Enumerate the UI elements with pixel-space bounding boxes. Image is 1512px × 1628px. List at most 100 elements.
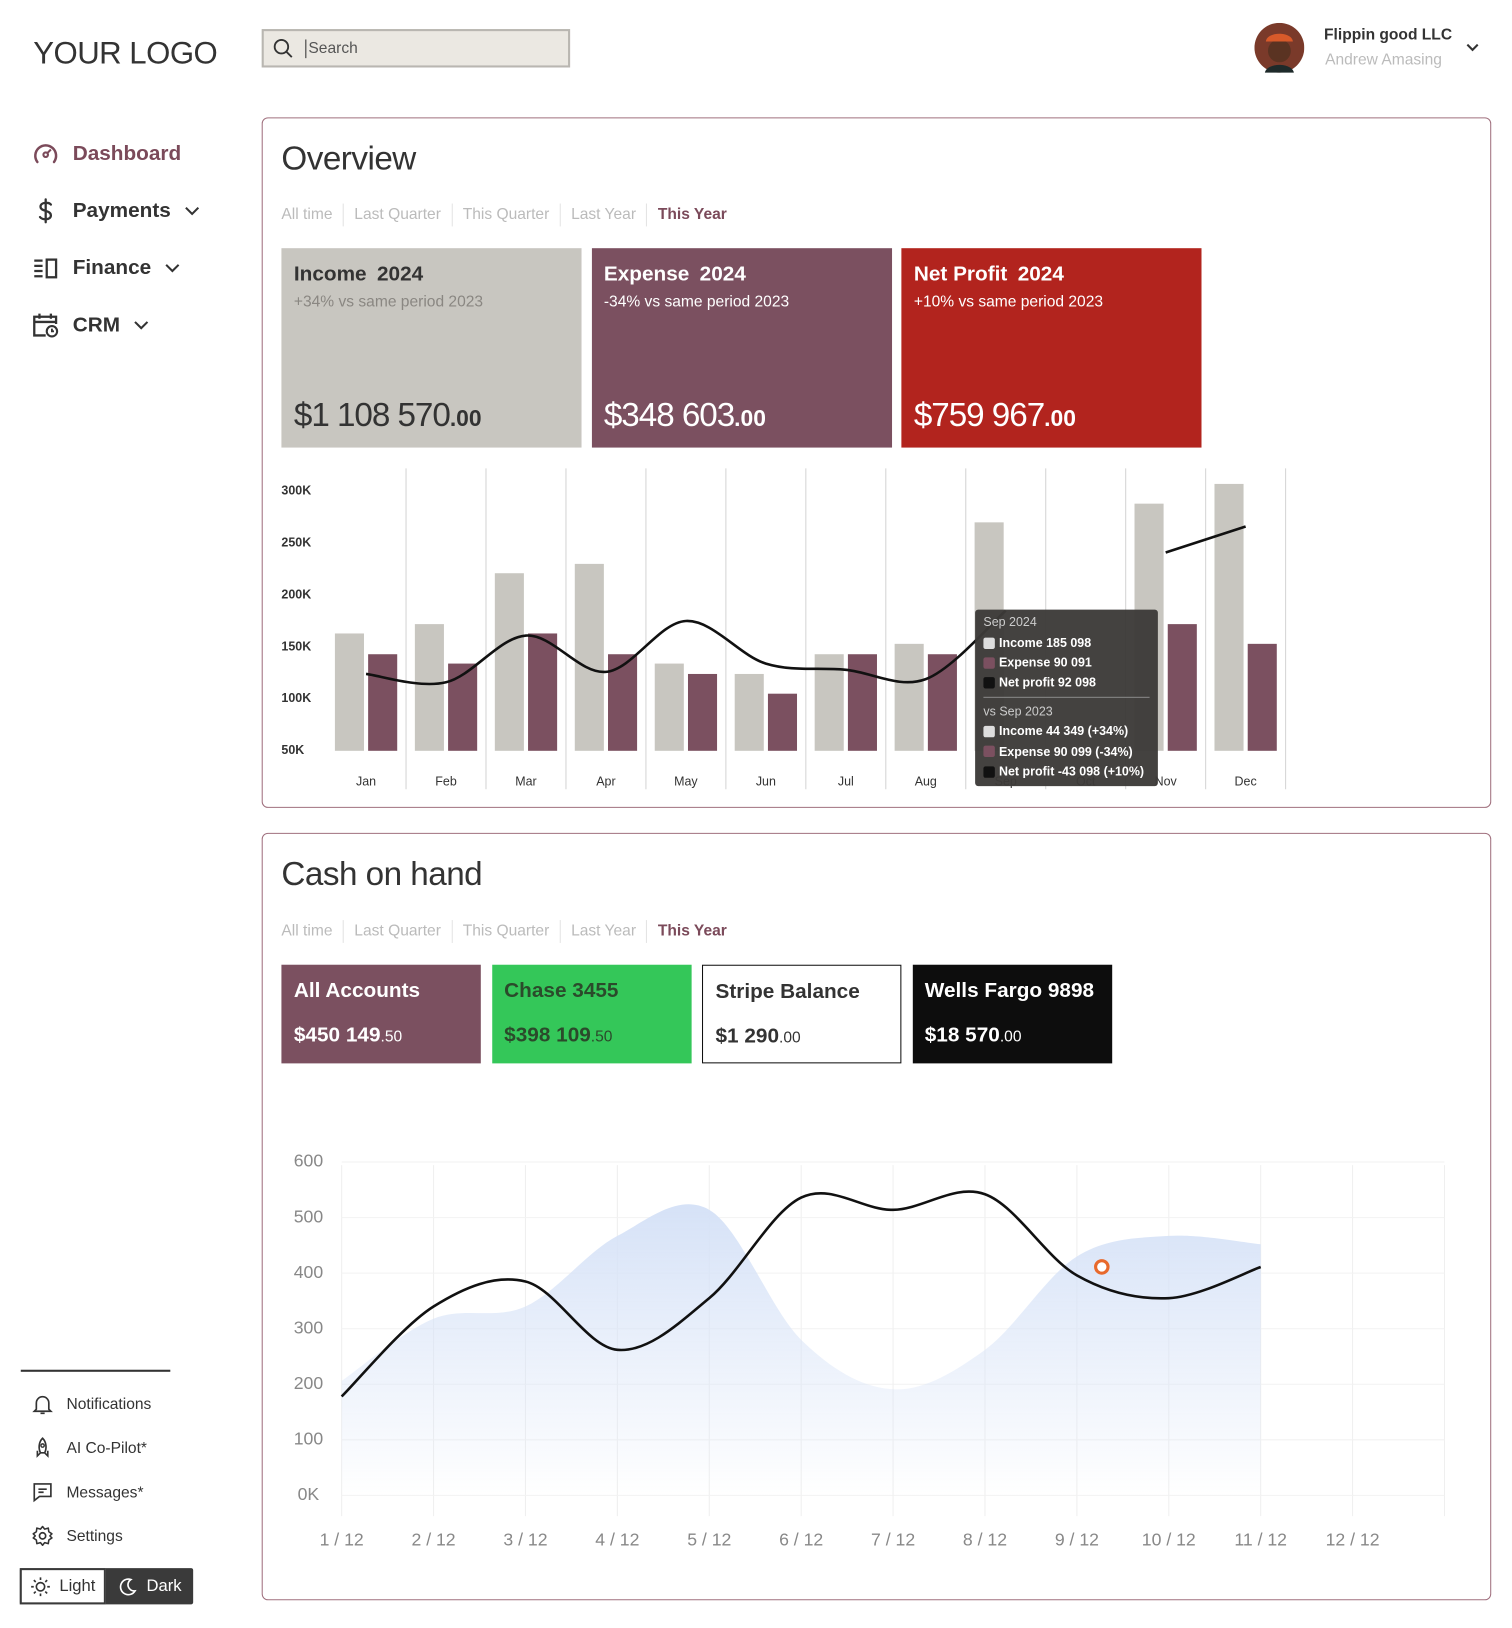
- panel-title: Cash on hand: [281, 854, 483, 893]
- period-tab[interactable]: Last Quarter: [342, 920, 451, 943]
- user-menu[interactable]: [1465, 42, 1480, 54]
- nav-label: AI Co-Pilot*: [66, 1438, 147, 1457]
- search-placeholder: Search: [308, 39, 358, 58]
- icon-dollar: [38, 198, 53, 224]
- icon-rocket: [36, 1437, 49, 1458]
- swatch: [983, 637, 995, 649]
- metric-card[interactable]: Net Profit 2024 +10% vs same period 2023 $7…: [901, 248, 1202, 448]
- nav-dashboard[interactable]: Dashboard: [31, 138, 181, 169]
- account-name: Chase 3455: [504, 979, 619, 1003]
- card-note: +34% vs same period 2023: [293, 292, 484, 311]
- card-note: +10% vs same period 2023: [913, 292, 1104, 311]
- panel-title: Overview: [281, 139, 416, 177]
- card-title: Income 2024: [294, 263, 423, 287]
- swatch: [983, 765, 995, 778]
- swatch: [983, 745, 995, 758]
- chart-tooltip: Sep 2024 Income 185 098 Expense 90 091 Net …: [975, 609, 1158, 787]
- tooltip-text: Income 44 349 (+34%): [998, 723, 1129, 739]
- chevron: [133, 321, 148, 330]
- theme-label: Light: [59, 1576, 96, 1595]
- icon-gear: [32, 1525, 53, 1547]
- nav-settings[interactable]: Settings: [31, 1524, 123, 1547]
- account-card[interactable]: All Accounts $450 149.50: [281, 964, 481, 1064]
- icon-finance: [34, 258, 58, 279]
- period-tab[interactable]: Last Quarter: [342, 203, 451, 227]
- nav-messages[interactable]: Messages*: [31, 1481, 144, 1504]
- chevron: [184, 206, 199, 216]
- amount-main: $398 109: [504, 1023, 591, 1047]
- logo[interactable]: YOUR LOGO: [33, 36, 218, 71]
- icon-moon: [119, 1577, 137, 1595]
- account-card[interactable]: Stripe Balance $1 290.00: [701, 964, 902, 1064]
- icon-bell: [32, 1395, 53, 1415]
- cash-panel: [261, 832, 1492, 1601]
- period-tab[interactable]: This Quarter: [451, 920, 559, 943]
- card-note: -34% vs same period 2023: [603, 292, 790, 311]
- nav-payments[interactable]: Payments: [31, 195, 200, 226]
- icon-message: [33, 1483, 52, 1503]
- amount-main: $348 603: [603, 395, 735, 434]
- period-tab[interactable]: Last Year: [559, 203, 647, 227]
- card-year: 2024: [1017, 262, 1064, 286]
- swatch: [983, 656, 995, 669]
- period-tab[interactable]: This Year: [646, 203, 737, 227]
- theme-label: Dark: [146, 1576, 182, 1595]
- nav-notifications[interactable]: Notifications: [31, 1393, 151, 1416]
- avatar[interactable]: [1254, 22, 1305, 73]
- nav-label: Dashboard: [72, 141, 182, 165]
- swatch: [983, 725, 995, 737]
- account-amount: $18 570.00: [925, 1024, 1022, 1048]
- nav-label: Payments: [72, 198, 171, 222]
- overview-panel: [261, 117, 1492, 808]
- account-amount: $398 109.50: [504, 1024, 612, 1048]
- amount-cents: .00: [779, 1029, 801, 1047]
- period-tabs: All time Last Quarter This Quarter Last Yea…: [281, 203, 737, 227]
- account-amount: $1 290.00: [715, 1025, 800, 1049]
- amount-main: $759 967: [913, 395, 1045, 434]
- tooltip-title: vs Sep 2023: [983, 704, 1053, 719]
- nav-finance[interactable]: Finance: [31, 252, 180, 283]
- user-company: Flippin good LLC: [1324, 25, 1453, 44]
- card-label: Net Profit: [913, 262, 1008, 286]
- nav-label: Settings: [66, 1527, 123, 1545]
- theme-dark[interactable]: Dark: [106, 1568, 193, 1604]
- period-tab[interactable]: This Quarter: [451, 203, 559, 227]
- amount-cents: .00: [734, 404, 766, 431]
- nav-label: Finance: [72, 255, 152, 279]
- tooltip-text: Net profit 92 098: [998, 674, 1096, 690]
- tooltip-divider: [983, 696, 1150, 698]
- period-tab[interactable]: This Year: [646, 920, 737, 943]
- period-tab[interactable]: All time: [281, 922, 333, 940]
- account-card[interactable]: Chase 3455 $398 109.50: [491, 964, 692, 1064]
- nav-copilot[interactable]: AI Co-Pilot*: [31, 1436, 147, 1459]
- nav-crm[interactable]: CRM: [31, 309, 149, 340]
- period-tab[interactable]: All time: [281, 205, 333, 224]
- amount-main: $1 108 570: [293, 395, 451, 434]
- nav-label: Messages*: [66, 1483, 144, 1502]
- amount-main: $18 570: [924, 1023, 1000, 1047]
- card-title: Expense 2024: [604, 263, 746, 287]
- period-tab[interactable]: Last Year: [559, 920, 647, 943]
- card-title: Net Profit 2024: [914, 263, 1064, 287]
- card-label: Expense: [603, 262, 690, 286]
- search-box[interactable]: Search: [261, 29, 571, 68]
- tooltip-item: Net profit -43 098 (+10%): [983, 764, 1144, 779]
- metric-card[interactable]: Income 2024 +34% vs same period 2023 $1 108…: [281, 248, 582, 448]
- card-label: Income: [293, 262, 367, 286]
- period-tabs: All time Last Quarter This Quarter Last Yea…: [281, 920, 737, 943]
- account-card[interactable]: Wells Fargo 9898 $18 570.00: [912, 964, 1112, 1064]
- card-year: 2024: [376, 262, 424, 286]
- divider: [20, 1369, 171, 1372]
- icon-search: [273, 38, 293, 58]
- nav-label: Notifications: [66, 1395, 152, 1413]
- account-amount: $450 149.50: [294, 1024, 402, 1048]
- tooltip-text: Income 185 098: [998, 635, 1092, 651]
- amount-cents: .50: [380, 1028, 403, 1046]
- card-amount: $348 603.00: [604, 396, 766, 434]
- metric-card[interactable]: Expense 2024 -34% vs same period 2023 $348 …: [591, 248, 892, 448]
- theme-light[interactable]: Light: [19, 1568, 106, 1605]
- card-amount: $759 967.00: [914, 396, 1076, 434]
- account-name: Stripe Balance: [715, 980, 860, 1004]
- amount-cents: .50: [590, 1028, 613, 1046]
- tooltip-text: Expense 90 091: [998, 655, 1092, 670]
